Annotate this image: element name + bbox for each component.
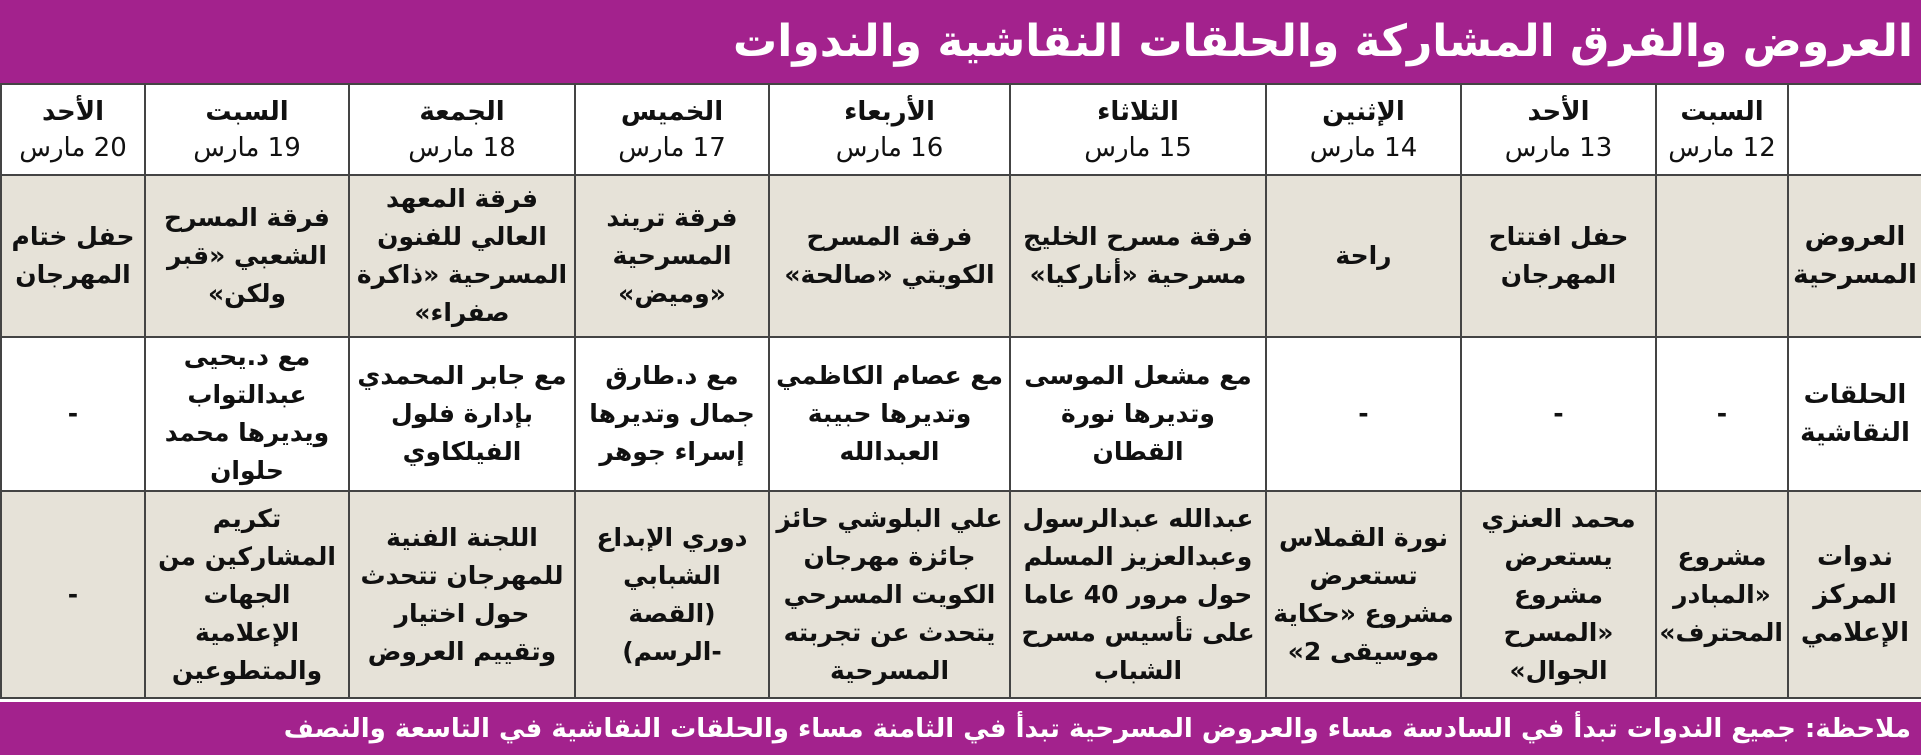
table-cell: محمد العنزي يستعرض مشروع «المسرح الجوال» [1460, 490, 1657, 699]
corner-cell [1787, 83, 1921, 176]
day-header: الخميس 17 مارس [574, 83, 770, 176]
table-cell: مع جابر المحمدي بإدارة فلول الفيلكاوي [348, 336, 576, 492]
row-label: ندوات المركز الإعلامي [1787, 490, 1921, 699]
table-cell: - [0, 336, 146, 492]
day-header: الأحد 13 مارس [1460, 83, 1657, 176]
day-header: الجمعة 18 مارس [348, 83, 576, 176]
table-cell: - [1265, 336, 1462, 492]
title-text: العروض والفرق المشاركة والحلقات النقاشية… [733, 16, 1913, 67]
table-cell: حفل ختام المهرجان [0, 174, 146, 338]
table-cell: راحة [1265, 174, 1462, 338]
row-label: العروض المسرحية [1787, 174, 1921, 338]
table-cell: فرقة المعهد العالي للفنون المسرحية «ذاكر… [348, 174, 576, 338]
table-cell: - [0, 490, 146, 699]
schedule-table: السبت 12 مارس الأحد 13 مارس الإثنين 14 مارس… [0, 83, 1921, 699]
table-cell: دوري الإبداع الشبابي (القصة -الرسم) [574, 490, 770, 699]
day-header: السبت 19 مارس [144, 83, 350, 176]
day-header: الإثنين 14 مارس [1265, 83, 1462, 176]
day-header: الثلاثاء 15 مارس [1009, 83, 1267, 176]
day-header: السبت 12 مارس [1655, 83, 1789, 176]
table-cell: - [1655, 336, 1789, 492]
table-cell: عبدالله عبدالرسول وعبدالعزيز المسلم حول … [1009, 490, 1267, 699]
table-cell: - [1460, 336, 1657, 492]
table-cell: فرقة المسرح الكويتي «صالحة» [768, 174, 1011, 338]
table-cell: نورة القملاس تستعرض مشروع «حكاية موسيقى … [1265, 490, 1462, 699]
table-cell: مع مشعل الموسى وتديرها نورة القطان [1009, 336, 1267, 492]
footer-note-text: ملاحظة: جميع الندوات تبدأ في السادسة مسا… [283, 713, 1911, 744]
table-cell: تكريم المشاركين من الجهات الإعلامية والم… [144, 490, 350, 699]
table-cell: مشروع «المبادر المحترف» [1655, 490, 1789, 699]
table-cell: فرقة تريند المسرحية «وميض» [574, 174, 770, 338]
table-cell: مع د.طارق جمال وتديرها إسراء جوهر [574, 336, 770, 492]
day-header: الأربعاء 16 مارس [768, 83, 1011, 176]
day-header: الأحد 20 مارس [0, 83, 146, 176]
table-cell: فرقة مسرح الخليج مسرحية «أناركيا» [1009, 174, 1267, 338]
table-cell: حفل افتتاح المهرجان [1460, 174, 1657, 338]
day-header-row: السبت 12 مارس الأحد 13 مارس الإثنين 14 مارس… [0, 83, 1921, 176]
table-cell [1655, 174, 1789, 338]
footer-note: ملاحظة: جميع الندوات تبدأ في السادسة مسا… [0, 702, 1921, 755]
table-cell: علي البلوشي حائز جائزة مهرجان الكويت الم… [768, 490, 1011, 699]
media-center-seminars-row: ندوات المركز الإعلامي مشروع «المبادر الم… [0, 490, 1921, 699]
table-cell: فرقة المسرح الشعبي «قبر ولكن» [144, 174, 350, 338]
discussions-row: الحلقات النقاشية - - - مع مشعل الموسى وت… [0, 336, 1921, 492]
row-label: الحلقات النقاشية [1787, 336, 1921, 492]
table-cell: اللجنة الفنية للمهرجان تتحدث حول اختيار … [348, 490, 576, 699]
table-cell: مع عصام الكاظمي وتديرها حبيبة العبدالله [768, 336, 1011, 492]
theatre-shows-row: العروض المسرحية حفل افتتاح المهرجان راحة… [0, 174, 1921, 338]
table-cell: مع د.يحيى عبدالتواب ويديرها محمد حلوان [144, 336, 350, 492]
page-title: العروض والفرق المشاركة والحلقات النقاشية… [0, 0, 1921, 83]
